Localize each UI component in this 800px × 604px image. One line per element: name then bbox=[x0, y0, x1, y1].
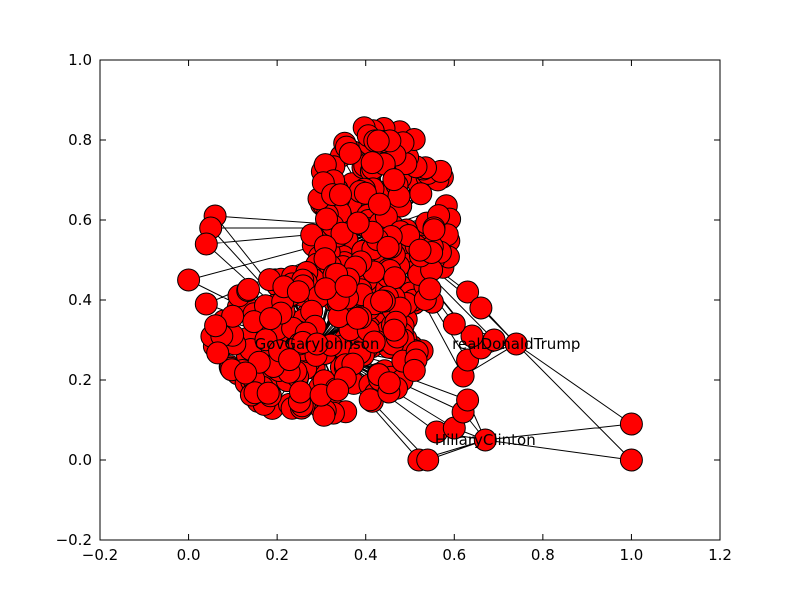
network-node bbox=[456, 388, 480, 412]
network-node bbox=[460, 324, 484, 348]
hub-node bbox=[305, 332, 329, 356]
network-node bbox=[376, 235, 400, 259]
network-node bbox=[256, 381, 280, 405]
network-node bbox=[402, 358, 426, 382]
network-node bbox=[315, 207, 338, 231]
y-tick-label: 0.2 bbox=[68, 371, 92, 389]
network-node bbox=[382, 318, 406, 342]
network-node bbox=[366, 129, 390, 153]
network-node bbox=[409, 182, 433, 206]
labels-layer: GovGaryJohnson realDonaldTrump HillaryClin… bbox=[255, 335, 581, 449]
network-node bbox=[346, 211, 370, 235]
nodes-layer bbox=[177, 116, 643, 472]
node-label: GovGaryJohnson bbox=[255, 335, 380, 353]
network-node bbox=[206, 341, 230, 365]
network-node bbox=[456, 280, 480, 304]
network-node bbox=[370, 289, 394, 313]
network-node bbox=[194, 292, 218, 316]
network-node bbox=[234, 361, 258, 385]
network-node bbox=[278, 348, 302, 372]
x-tick-label: 0.4 bbox=[354, 546, 378, 564]
network-node bbox=[422, 218, 446, 242]
y-tick-label: −0.2 bbox=[56, 531, 92, 549]
network-node bbox=[362, 330, 386, 354]
x-tick-label: 1.0 bbox=[619, 546, 643, 564]
network-node bbox=[383, 266, 407, 290]
network-node bbox=[360, 151, 384, 175]
plot-content: GovGaryJohnson realDonaldTrump HillaryClin… bbox=[177, 116, 643, 472]
network-node bbox=[326, 378, 350, 402]
network-node bbox=[408, 238, 432, 262]
network-node bbox=[289, 380, 312, 404]
network-node bbox=[329, 183, 352, 207]
x-tick-label: 0.8 bbox=[531, 546, 555, 564]
node-label: realDonaldTrump bbox=[452, 335, 580, 353]
hub-node bbox=[504, 332, 528, 356]
network-node bbox=[259, 307, 283, 331]
network-node bbox=[204, 314, 228, 338]
network-node bbox=[416, 448, 440, 472]
x-tick-label: 1.2 bbox=[708, 546, 732, 564]
axes-layer: −0.2 0.0 0.2 0.4 0.6 0.8 1.0 1.2 −0.2 0.0 0.2 0.4 0.… bbox=[56, 51, 732, 564]
network-node bbox=[469, 296, 493, 320]
x-tick-label: 0.2 bbox=[265, 546, 289, 564]
network-node bbox=[314, 277, 338, 301]
hub-node bbox=[473, 428, 497, 452]
isolated-node bbox=[619, 448, 643, 472]
network-node bbox=[382, 168, 406, 192]
x-tick-label: 0.0 bbox=[177, 546, 201, 564]
node-label: HillaryClinton bbox=[435, 431, 536, 449]
network-node bbox=[346, 306, 369, 330]
y-tick-label: 0.8 bbox=[68, 131, 92, 149]
network-node bbox=[194, 232, 218, 256]
network-node bbox=[312, 403, 336, 427]
x-tick-label: 0.6 bbox=[442, 546, 466, 564]
network-node bbox=[377, 371, 401, 395]
network-node bbox=[237, 277, 260, 301]
y-tick-label: 1.0 bbox=[68, 51, 92, 69]
network-node bbox=[482, 328, 506, 352]
y-tick-label: 0.0 bbox=[68, 451, 92, 469]
network-node bbox=[418, 277, 442, 301]
network-node bbox=[367, 192, 391, 216]
network-node bbox=[334, 274, 358, 298]
x-tick-label: −0.2 bbox=[82, 546, 118, 564]
network-node bbox=[286, 280, 310, 304]
y-tick-label: 0.4 bbox=[68, 291, 92, 309]
isolated-node bbox=[619, 412, 643, 436]
network-node bbox=[338, 142, 362, 165]
network-node bbox=[442, 312, 466, 336]
network-node bbox=[177, 268, 201, 292]
y-tick-label: 0.6 bbox=[68, 211, 92, 229]
